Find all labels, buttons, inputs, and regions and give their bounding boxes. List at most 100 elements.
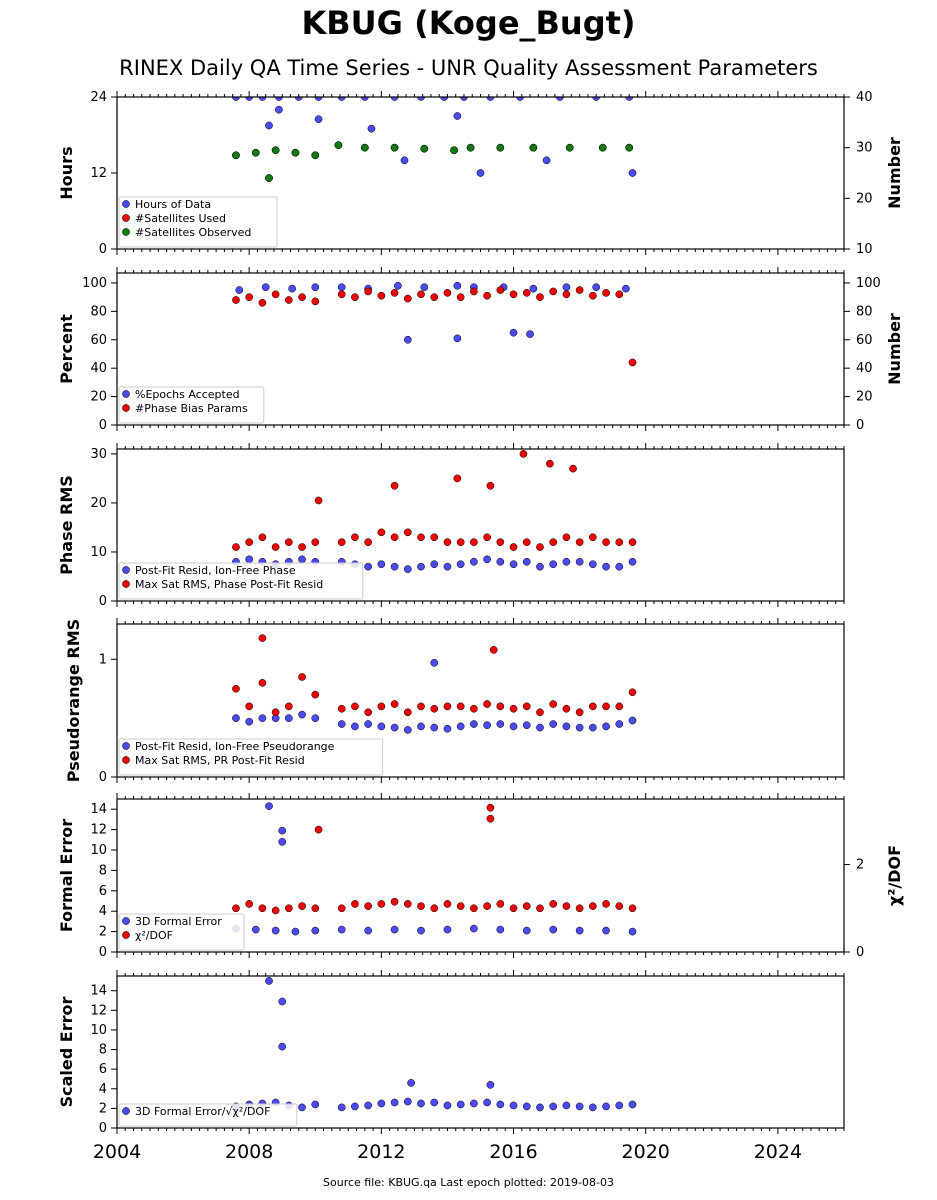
- data-point: [453, 474, 462, 483]
- data-point: [602, 289, 610, 297]
- data-point: [509, 328, 518, 337]
- legend-label: %Epochs Accepted: [135, 388, 240, 401]
- data-point: [443, 925, 452, 934]
- data-point: [456, 722, 465, 731]
- data-point: [298, 543, 306, 551]
- data-point: [456, 902, 465, 910]
- data-point: [245, 702, 254, 711]
- data-point: [496, 702, 505, 711]
- legend-label: Max Sat RMS, PR Post-Fit Resid: [135, 754, 305, 767]
- y-tick-label: 60: [90, 333, 107, 348]
- axes-frame: [116, 96, 845, 250]
- y-tick-label: 100: [82, 276, 107, 291]
- data-point: [245, 717, 254, 726]
- points-group: [232, 802, 637, 936]
- legend-marker: [122, 756, 130, 764]
- data-point: [364, 902, 372, 910]
- data-point: [245, 555, 254, 564]
- data-point: [456, 702, 465, 711]
- y-tick-label-right: 0: [856, 945, 864, 960]
- data-point: [602, 562, 610, 571]
- data-point: [486, 481, 495, 490]
- data-point: [486, 814, 495, 823]
- data-point: [536, 904, 544, 913]
- y-tick-label: 80: [90, 304, 107, 319]
- chart-panel-4: 0 1 Pseudorange RMS Post-Fit Resid, Ion-Fre…: [64, 618, 845, 785]
- data-point: [311, 926, 320, 935]
- y-tick-label: 12: [90, 166, 107, 181]
- data-point: [575, 538, 584, 547]
- data-point: [377, 900, 386, 908]
- legend-marker: [122, 1107, 130, 1115]
- data-point: [337, 538, 346, 547]
- data-point: [311, 297, 320, 306]
- y-tick-label: 6: [99, 884, 107, 899]
- data-point: [443, 702, 452, 711]
- data-point: [456, 538, 465, 547]
- data-point: [470, 1099, 478, 1108]
- legend-frame: [118, 196, 278, 248]
- data-point: [291, 148, 300, 157]
- data-point: [496, 286, 505, 294]
- data-point: [232, 543, 240, 551]
- legend-marker: [122, 917, 130, 925]
- data-point: [483, 721, 491, 730]
- data-point: [337, 290, 346, 299]
- data-point: [271, 146, 280, 155]
- data-point: [496, 538, 505, 547]
- data-point: [258, 904, 267, 913]
- data-point: [615, 1101, 624, 1110]
- data-point: [284, 538, 293, 547]
- data-point: [443, 538, 452, 547]
- data-point: [351, 293, 359, 301]
- data-point: [589, 702, 597, 711]
- data-point: [536, 543, 544, 551]
- data-point: [529, 284, 538, 293]
- data-point: [245, 538, 254, 547]
- data-point: [496, 143, 505, 152]
- data-point: [235, 286, 244, 294]
- data-point: [575, 708, 584, 717]
- data-point: [430, 1098, 439, 1107]
- data-point: [284, 904, 293, 913]
- data-point: [430, 533, 439, 542]
- data-point: [592, 283, 601, 292]
- data-point: [275, 105, 283, 114]
- y-tick-label: 10: [90, 545, 107, 560]
- y-axis-label: Phase RMS: [57, 475, 76, 575]
- figure-subtitle: RINEX Daily QA Time Series - UNR Quality…: [119, 56, 818, 80]
- legend-frame: [118, 913, 245, 951]
- data-point: [602, 926, 610, 935]
- points-group: [232, 97, 637, 182]
- data-point: [278, 826, 287, 835]
- y-tick-label: 14: [90, 802, 107, 817]
- axes-frame: [116, 272, 845, 426]
- data-point: [486, 803, 495, 812]
- data-point: [417, 722, 425, 731]
- data-point: [589, 560, 597, 569]
- data-point: [496, 557, 505, 566]
- data-point: [311, 690, 320, 699]
- data-point: [258, 678, 267, 687]
- data-point: [628, 169, 637, 177]
- points-group: [232, 281, 637, 367]
- data-point: [542, 156, 551, 165]
- data-point: [526, 330, 534, 338]
- legend-label: #Satellites Observed: [135, 226, 251, 239]
- data-point: [278, 837, 287, 846]
- data-point: [232, 904, 240, 913]
- data-point: [536, 562, 544, 571]
- legend-marker: [122, 228, 130, 236]
- data-point: [575, 557, 584, 566]
- data-point: [628, 716, 637, 725]
- data-point: [536, 723, 544, 732]
- data-point: [390, 533, 399, 542]
- data-point: [589, 1103, 597, 1112]
- y-tick-label: 10: [90, 843, 107, 858]
- data-point: [337, 720, 346, 728]
- y-tick-label-right: 40: [856, 90, 873, 105]
- chart-panel-3: 0 10 20 30 Phase RMS Post-Fit Resid, Ion-Free…: [57, 443, 845, 609]
- data-point: [298, 673, 306, 681]
- data-point: [265, 174, 273, 182]
